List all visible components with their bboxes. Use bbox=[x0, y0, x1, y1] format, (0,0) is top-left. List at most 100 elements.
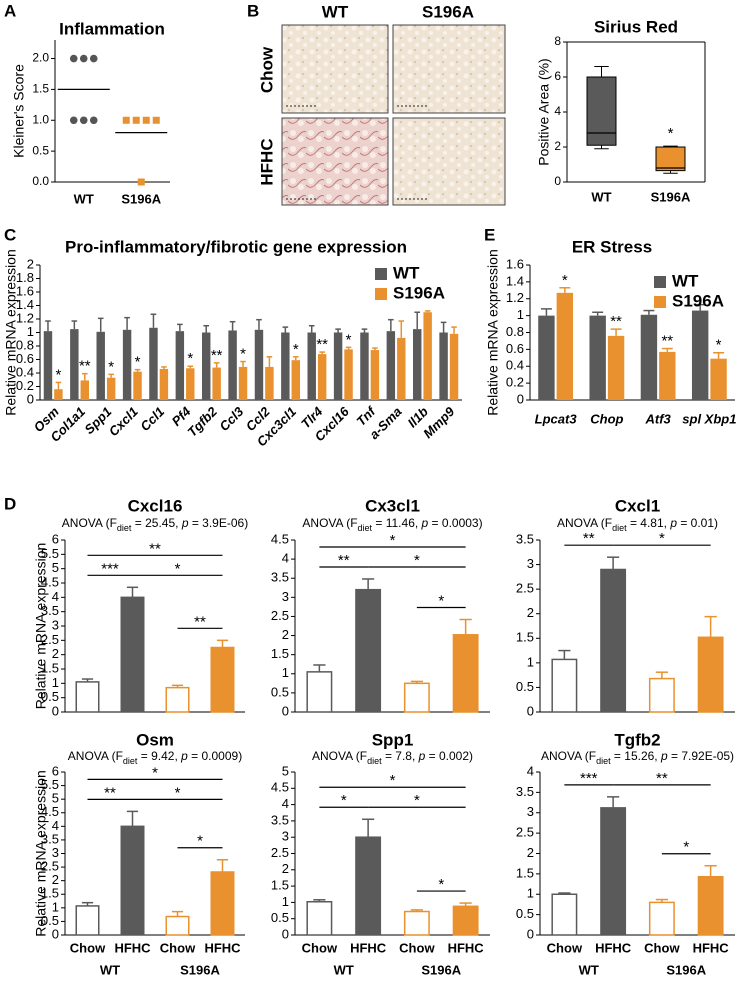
micrograph bbox=[392, 24, 506, 114]
bar bbox=[306, 900, 333, 936]
chart-title: Inflammation bbox=[59, 19, 165, 38]
y-tick-label: 3.5 bbox=[271, 570, 289, 585]
y-tick-label: 2.5 bbox=[271, 608, 289, 623]
x-tick-label: WT bbox=[74, 191, 94, 206]
significance: * bbox=[187, 350, 193, 367]
y-tick-label: 1 bbox=[282, 665, 289, 680]
y-tick-label: 3.5 bbox=[41, 831, 59, 846]
subtitle-part: ANOVA (F bbox=[312, 749, 367, 763]
significance: ** bbox=[79, 358, 91, 375]
significance: * bbox=[562, 272, 568, 289]
chart-subtitle: ANOVA (Fdiet = 11.46, p = 0.0003) bbox=[302, 516, 482, 533]
y-tick-label: 0.0 bbox=[32, 174, 49, 188]
x-tick-label: Chow bbox=[70, 940, 106, 955]
y-axis-label: Relative mRNA expression bbox=[485, 249, 501, 416]
significance: * bbox=[175, 560, 181, 577]
y-tick-label: 3.5 bbox=[271, 812, 289, 827]
column-label: S196A bbox=[422, 2, 474, 21]
y-tick-label: 4 bbox=[554, 104, 561, 118]
chart-subtitle: ANOVA (Fdiet = 9.42, p = 0.0009) bbox=[68, 749, 242, 766]
bar bbox=[691, 310, 709, 400]
group-label: S196A bbox=[666, 962, 706, 977]
bar bbox=[397, 337, 406, 400]
y-tick-label: 0 bbox=[52, 926, 59, 941]
bar bbox=[133, 371, 142, 400]
y-tick-label: 0 bbox=[527, 926, 534, 941]
point bbox=[79, 116, 88, 125]
significance: ** bbox=[104, 784, 116, 801]
bar bbox=[551, 658, 578, 713]
y-tick-label: 6 bbox=[554, 69, 561, 83]
bar bbox=[403, 682, 430, 713]
y-tick-label: 1 bbox=[527, 886, 534, 901]
bar bbox=[212, 367, 221, 400]
x-tick-label: spl Xbp1 bbox=[682, 411, 736, 426]
x-tick-label: HFHC bbox=[350, 940, 387, 955]
subtitle-part: diet bbox=[358, 523, 373, 533]
y-tick-label: 0 bbox=[52, 703, 59, 718]
y-tick-label: 1.5 bbox=[516, 630, 534, 645]
y-tick-label: 2.5 bbox=[41, 859, 59, 874]
significance: * bbox=[135, 354, 141, 371]
subtitle-part: diet bbox=[367, 756, 382, 766]
y-tick-label: 0.5 bbox=[271, 910, 289, 925]
x-tick-label: HFHC bbox=[595, 940, 632, 955]
bar bbox=[423, 312, 432, 400]
bar bbox=[659, 351, 676, 400]
bar bbox=[228, 330, 237, 400]
y-tick-label: 0.5 bbox=[41, 913, 59, 928]
y-tick-label: 0.5 bbox=[32, 143, 49, 157]
bar bbox=[96, 331, 105, 400]
y-tick-label: 3.5 bbox=[516, 531, 534, 546]
significance: * bbox=[346, 331, 352, 348]
x-tick-label: Tgfb2 bbox=[184, 403, 220, 439]
group-label: WT bbox=[100, 962, 120, 977]
x-tick-label: Chow bbox=[644, 940, 680, 955]
significance: *** bbox=[101, 560, 119, 577]
subtitle-part: = 9.42, bbox=[137, 749, 181, 763]
y-tick-label: 2 bbox=[52, 646, 59, 661]
subtitle-part: = 4.81, bbox=[627, 516, 671, 530]
y-tick-label: 2 bbox=[527, 845, 534, 860]
subtitle-part: diet bbox=[596, 756, 611, 766]
point bbox=[137, 178, 145, 186]
subtitle-part: diet bbox=[123, 756, 138, 766]
group-label: S196A bbox=[421, 962, 461, 977]
chart-title: Pro-inflammatory/fibrotic gene expressio… bbox=[65, 237, 407, 256]
box bbox=[586, 76, 617, 146]
bar bbox=[75, 905, 100, 936]
bar bbox=[80, 380, 90, 400]
row-label: Chow bbox=[257, 46, 276, 93]
x-tick-label: Lpcat3 bbox=[535, 411, 578, 426]
subtitle-part: p bbox=[180, 749, 188, 763]
bar bbox=[449, 333, 459, 400]
y-tick-label: 2 bbox=[282, 627, 289, 642]
scale-bars bbox=[286, 105, 427, 200]
y-tick-label: 2 bbox=[554, 139, 561, 153]
bar bbox=[344, 349, 353, 400]
row-label: HFHC bbox=[257, 138, 276, 185]
bar bbox=[333, 332, 343, 400]
y-axis-label: Relative mRNA expression bbox=[33, 770, 49, 937]
bar bbox=[238, 366, 248, 400]
bar bbox=[697, 875, 724, 936]
bar bbox=[551, 893, 578, 936]
point bbox=[79, 54, 88, 63]
legend-swatch bbox=[654, 276, 666, 288]
significance: * bbox=[414, 792, 420, 809]
y-tick-label: 1.5 bbox=[32, 82, 49, 96]
y-tick-label: 1.5 bbox=[516, 865, 534, 880]
significance: ** bbox=[338, 552, 350, 569]
y-tick-label: 1.5 bbox=[41, 660, 59, 675]
annotation: * bbox=[668, 125, 674, 142]
bar bbox=[254, 329, 264, 400]
bar bbox=[281, 332, 290, 400]
y-tick-label: 2.5 bbox=[516, 581, 534, 596]
y-tick-label: 1 bbox=[27, 324, 34, 339]
bar bbox=[412, 329, 422, 400]
legend-label: S196A bbox=[393, 283, 445, 302]
subtitle-part: ANOVA (F bbox=[68, 749, 123, 763]
y-tick-label: 4.5 bbox=[41, 804, 59, 819]
bar bbox=[452, 634, 479, 713]
significance: * bbox=[341, 792, 347, 809]
